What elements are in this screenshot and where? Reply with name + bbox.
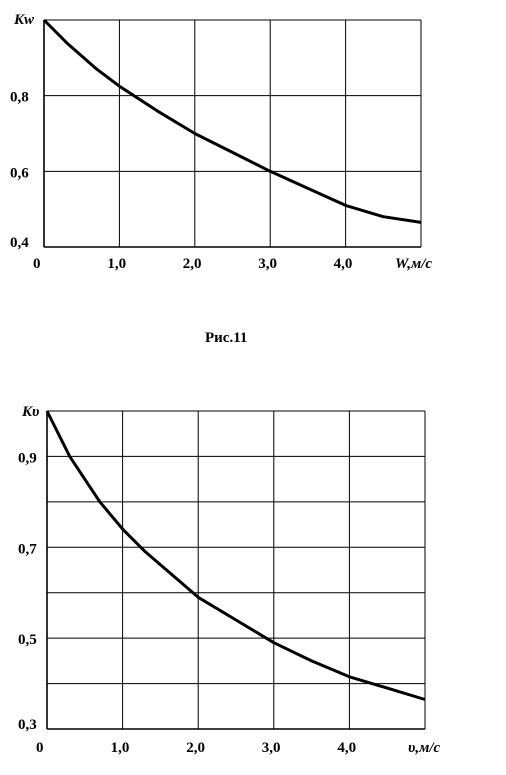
chart-2-xlabel-unit: ,м/с — [414, 740, 440, 756]
chart-2-xlabel: υ,м/с — [408, 740, 441, 756]
chart-1-x-tick-label: 0 — [33, 256, 41, 272]
chart-2-series-line — [45, 410, 426, 701]
chart-1-xlabel-variable: W — [395, 256, 410, 272]
chart-1-series-line — [42, 18, 422, 224]
chart-2-y-tick-label: 0,5 — [18, 632, 37, 648]
chart-2-y-tick-label: 0,3 — [18, 717, 37, 733]
chart-2-x-tick-label: 3,0 — [262, 740, 281, 756]
chart-2-y-tick-label: 0,7 — [18, 541, 37, 557]
chart-2-x-tick-label: 1,0 — [111, 740, 130, 756]
figure-caption: Рис.11 — [205, 330, 247, 346]
chart-1-ylabel: Kw — [13, 12, 35, 28]
chart-1-x-tick-label: 1,0 — [107, 256, 126, 272]
chart-2-ylabel: Kυ — [21, 404, 39, 420]
chart-1-x-tick-label: 3,0 — [258, 256, 277, 272]
chart-2-xlabel-variable: υ — [408, 740, 415, 756]
chart-1-xlabel: W,м/с — [395, 256, 432, 272]
chart-1-x-tick-label: 4,0 — [334, 256, 353, 272]
chart-1-xlabel-unit: ,м/с — [406, 256, 432, 272]
chart-2-x-tick-label: 0 — [36, 740, 44, 756]
chart-1-y-tick-label: 0,6 — [10, 165, 29, 181]
chart-1-y-tick-label: 0,8 — [10, 90, 29, 106]
chart-1-y-tick-label: 0,4 — [10, 235, 29, 251]
chart-2-x-tick-label: 2,0 — [186, 740, 205, 756]
chart-2-x-tick-label: 4,0 — [337, 740, 356, 756]
chart-1-x-tick-label: 2,0 — [183, 256, 202, 272]
chart-2-y-tick-label: 0,9 — [18, 450, 37, 466]
